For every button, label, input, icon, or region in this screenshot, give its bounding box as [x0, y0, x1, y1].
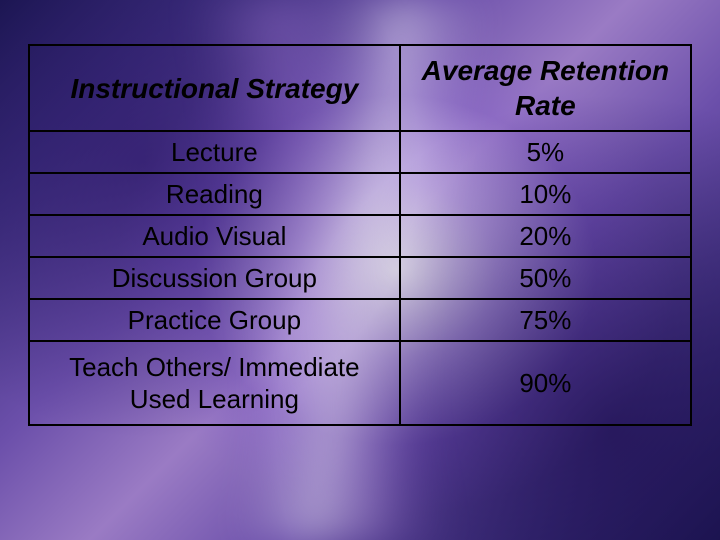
cell-retention: 10%	[400, 173, 691, 215]
cell-retention: 5%	[400, 131, 691, 173]
cell-strategy: Discussion Group	[29, 257, 400, 299]
cell-retention: 75%	[400, 299, 691, 341]
cell-retention: 90%	[400, 341, 691, 425]
table-row: Reading 10%	[29, 173, 691, 215]
table-row: Audio Visual 20%	[29, 215, 691, 257]
col-header-retention: Average Retention Rate	[400, 45, 691, 131]
cell-retention: 50%	[400, 257, 691, 299]
col-header-strategy: Instructional Strategy	[29, 45, 400, 131]
table-row: Discussion Group 50%	[29, 257, 691, 299]
cell-strategy: Audio Visual	[29, 215, 400, 257]
cell-strategy: Practice Group	[29, 299, 400, 341]
retention-table-container: Instructional Strategy Average Retention…	[28, 44, 692, 426]
table-row: Practice Group 75%	[29, 299, 691, 341]
table-header-row: Instructional Strategy Average Retention…	[29, 45, 691, 131]
cell-strategy: Lecture	[29, 131, 400, 173]
table-row: Lecture 5%	[29, 131, 691, 173]
cell-strategy: Reading	[29, 173, 400, 215]
retention-table: Instructional Strategy Average Retention…	[28, 44, 692, 426]
cell-retention: 20%	[400, 215, 691, 257]
cell-strategy: Teach Others/ Immediate Used Learning	[29, 341, 400, 425]
table-row: Teach Others/ Immediate Used Learning 90…	[29, 341, 691, 425]
